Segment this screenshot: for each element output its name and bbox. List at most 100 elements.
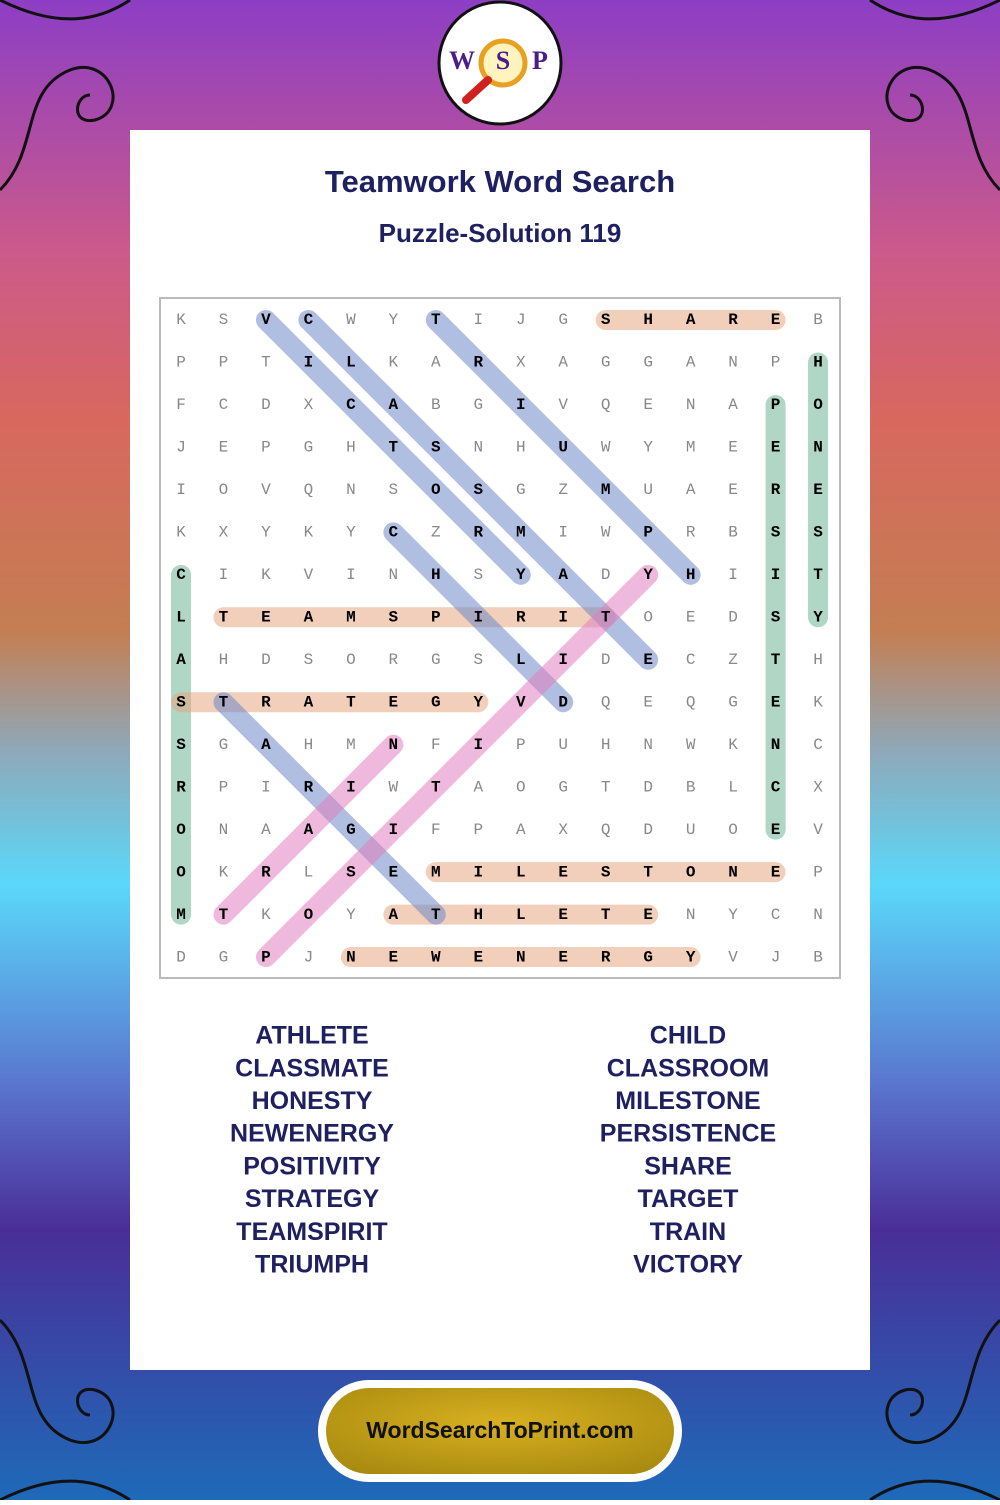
grid-letter: V bbox=[261, 311, 271, 329]
word-list-item: CHILD bbox=[650, 1022, 726, 1050]
word-list-item: TARGET bbox=[638, 1185, 739, 1213]
grid-letter: H bbox=[601, 736, 611, 754]
grid-letter: A bbox=[389, 396, 399, 414]
grid-letter: N bbox=[771, 736, 781, 754]
grid-letter: H bbox=[686, 566, 696, 584]
grid-letter: I bbox=[389, 821, 399, 839]
grid-letter: A bbox=[686, 481, 696, 499]
grid-letter: S bbox=[389, 481, 399, 499]
grid-letter: S bbox=[601, 311, 611, 329]
grid-letter: A bbox=[176, 651, 186, 669]
grid-letter: R bbox=[389, 651, 399, 669]
grid-letter: U bbox=[558, 439, 568, 457]
grid-letter: V bbox=[813, 821, 823, 839]
grid-letter: N bbox=[643, 736, 653, 754]
grid-letter: T bbox=[431, 778, 441, 796]
word-list-item: CLASSMATE bbox=[235, 1054, 389, 1082]
grid-letter: K bbox=[813, 693, 823, 711]
grid-letter: T bbox=[813, 566, 823, 584]
grid-letter: R bbox=[176, 778, 186, 796]
grid-letter: S bbox=[219, 311, 229, 329]
grid-letter: T bbox=[219, 906, 229, 924]
grid-letter: Y bbox=[516, 566, 526, 584]
grid-letter: I bbox=[771, 566, 781, 584]
grid-letter: A bbox=[686, 311, 696, 329]
grid-letter: P bbox=[516, 736, 526, 754]
word-list-item: SHARE bbox=[644, 1152, 732, 1180]
grid-letter: E bbox=[643, 396, 653, 414]
grid-letter: Y bbox=[728, 906, 738, 924]
grid-letter: P bbox=[771, 354, 781, 372]
grid-letter: I bbox=[473, 609, 483, 627]
subtitle: Puzzle-Solution 119 bbox=[379, 218, 622, 248]
grid-letter: N bbox=[473, 439, 483, 457]
grid-letter: E bbox=[771, 311, 781, 329]
grid-letter: M bbox=[346, 609, 356, 627]
grid-letter: P bbox=[473, 821, 483, 839]
logo-letter: W bbox=[449, 46, 475, 75]
grid-letter: Y bbox=[261, 524, 271, 542]
grid-letter: E bbox=[558, 948, 568, 966]
solution-highlight bbox=[383, 522, 574, 713]
grid-letter: B bbox=[431, 396, 441, 414]
grid-letter: R bbox=[516, 609, 526, 627]
grid-letter: C bbox=[389, 524, 399, 542]
grid-letter: C bbox=[219, 396, 229, 414]
grid-letter: J bbox=[771, 948, 781, 966]
grid-letter: T bbox=[601, 778, 611, 796]
grid-letter: O bbox=[176, 821, 186, 839]
grid-letter: S bbox=[389, 609, 399, 627]
grid-letter: V bbox=[304, 566, 314, 584]
grid-letter: W bbox=[601, 439, 611, 457]
grid-letter: K bbox=[261, 906, 271, 924]
grid-letter: E bbox=[728, 481, 738, 499]
grid-letter: I bbox=[558, 651, 568, 669]
grid-letter: O bbox=[686, 863, 696, 881]
grid-letter: G bbox=[558, 311, 568, 329]
grid-letter: H bbox=[516, 439, 526, 457]
grid-letter: Z bbox=[431, 524, 441, 542]
grid-letter: D bbox=[601, 566, 611, 584]
grid-letter: J bbox=[176, 439, 186, 457]
grid-letter: D bbox=[643, 821, 653, 839]
grid-letter: C bbox=[813, 736, 823, 754]
grid-letter: C bbox=[346, 396, 356, 414]
grid-letter: E bbox=[813, 481, 823, 499]
grid-letter: X bbox=[516, 354, 526, 372]
grid-letter: H bbox=[219, 651, 229, 669]
grid-letter: Y bbox=[346, 524, 356, 542]
grid-letter: R bbox=[601, 948, 611, 966]
letter-grid: K S V C W Y T I J G S H A R E B P P T I L K A R X A G G A N P H F C D X C A B G… bbox=[176, 311, 823, 966]
logo-letter: S bbox=[496, 46, 510, 75]
grid-letter: L bbox=[516, 863, 526, 881]
grid-letter: S bbox=[473, 651, 483, 669]
grid-letter: I bbox=[219, 566, 229, 584]
grid-letter: S bbox=[473, 481, 483, 499]
grid-letter: R bbox=[728, 311, 738, 329]
word-list-item: TEAMSPIRIT bbox=[236, 1218, 387, 1246]
grid-letter: F bbox=[431, 736, 441, 754]
solution-highlight bbox=[255, 564, 659, 968]
grid-letter: T bbox=[643, 863, 653, 881]
logo-handle bbox=[462, 76, 492, 104]
grid-letter: Q bbox=[601, 396, 611, 414]
grid-letter: S bbox=[771, 524, 781, 542]
grid-letter: H bbox=[346, 439, 356, 457]
grid-letter: N bbox=[813, 439, 823, 457]
grid-letter: P bbox=[176, 354, 186, 372]
grid-letter: P bbox=[771, 396, 781, 414]
grid-letter: S bbox=[813, 524, 823, 542]
grid-letter: O bbox=[219, 481, 229, 499]
grid-letter: N bbox=[728, 354, 738, 372]
grid-letter: D bbox=[601, 651, 611, 669]
grid-letter: D bbox=[261, 651, 271, 669]
grid-letter: G bbox=[346, 821, 356, 839]
grid-letter: O bbox=[304, 906, 314, 924]
grid-letter: P bbox=[643, 524, 653, 542]
grid-letter: G bbox=[219, 948, 229, 966]
grid-letter: T bbox=[601, 609, 611, 627]
grid-letter: O bbox=[813, 396, 823, 414]
grid-letter: I bbox=[516, 396, 526, 414]
grid-letter: A bbox=[261, 821, 271, 839]
